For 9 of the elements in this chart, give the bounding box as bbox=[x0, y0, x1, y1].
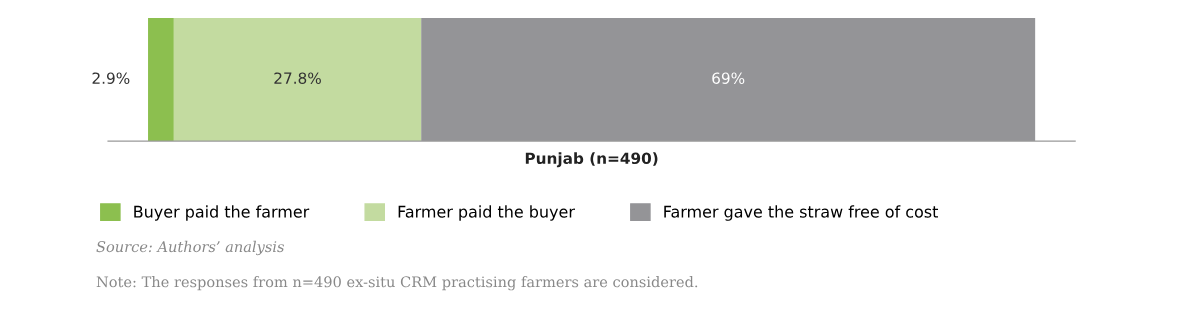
source-note: Source: Authors’ analysis bbox=[96, 240, 284, 256]
legend-label: Farmer gave the straw free of cost bbox=[664, 205, 939, 221]
text: Note: The responses from n=490 ex-situ CRM practising farmers are considered. bbox=[96, 276, 698, 291]
data-label: 69% bbox=[712, 72, 745, 84]
data-label: 2.9% bbox=[92, 72, 130, 84]
data-label: 27.8% bbox=[274, 72, 321, 84]
legend-label: Buyer paid the farmer bbox=[134, 205, 310, 221]
legend-label: Farmer paid the buyer bbox=[398, 205, 575, 221]
x-axis-title: Punjab (n=490) bbox=[525, 152, 658, 168]
